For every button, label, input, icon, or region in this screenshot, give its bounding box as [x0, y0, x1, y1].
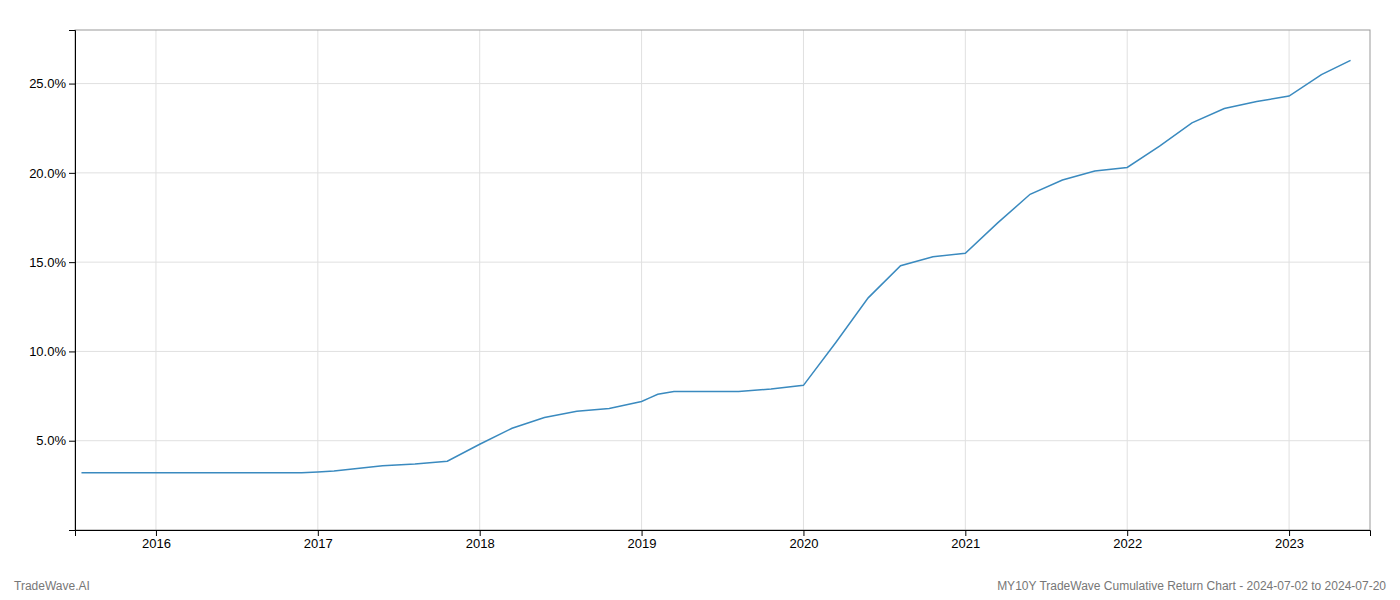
x-tick: 2018 [466, 530, 495, 551]
y-tick: 20.0% [29, 166, 75, 181]
footer-annotation: TradeWave.AI [14, 579, 90, 593]
line [81, 60, 1350, 473]
chart: 2016 2017 2018 2019 2020 2021 2022 2023 5.0% 10.0… [0, 0, 1400, 600]
grid-line [75, 83, 1370, 84]
x-tick-mark [1127, 530, 1128, 536]
x-tick-mark [480, 530, 481, 536]
y-tick-mark [69, 84, 75, 85]
grid-line [965, 30, 966, 530]
x-tick: 2016 [142, 530, 171, 551]
x-tick: 2020 [789, 530, 818, 551]
y-tick-mark [69, 351, 75, 352]
y-tick: 10.0% [29, 344, 75, 359]
grid-line [75, 172, 1370, 173]
grid-line [75, 351, 1370, 352]
x-axis-line [76, 531, 1371, 537]
grid-line [479, 30, 480, 530]
x-tick-mark [803, 530, 804, 536]
x-tick-label: 2017 [304, 536, 333, 551]
x-tick-label: 2022 [1113, 536, 1142, 551]
footer-annotation: MY10Y TradeWave Cumulative Return Chart … [997, 579, 1386, 593]
y-tick: 25.0% [29, 76, 75, 91]
x-tick: 2022 [1113, 530, 1142, 551]
grid-line [641, 30, 642, 530]
x-tick-label: 2023 [1275, 536, 1304, 551]
x-tick-mark [318, 530, 319, 536]
x-tick-mark [1289, 530, 1290, 536]
x-tick: 2023 [1275, 530, 1304, 551]
y-tick: 5.0% [36, 433, 75, 448]
x-tick-label: 2018 [466, 536, 495, 551]
grid-line [75, 262, 1370, 263]
grid-line [1289, 30, 1290, 530]
x-tick: 2017 [304, 530, 333, 551]
y-tick-label: 20.0% [29, 166, 66, 181]
y-axis: 5.0% 10.0% 15.0% 20.0% 25.0% [29, 31, 75, 531]
x-tick: 2019 [628, 530, 657, 551]
marks [81, 60, 1350, 473]
grid-line [155, 30, 156, 530]
y-axis-line [69, 31, 76, 531]
y-tick: 15.0% [29, 255, 75, 270]
x-tick-label: 2019 [628, 536, 657, 551]
grid [75, 30, 1370, 530]
x-tick-label: 2016 [142, 536, 171, 551]
x-tick: 2021 [951, 530, 980, 551]
x-axis: 2016 2017 2018 2019 2020 2021 2022 2023 [76, 530, 1371, 551]
y-tick-label: 5.0% [36, 433, 66, 448]
y-tick-label: 25.0% [29, 76, 66, 91]
y-tick-mark [69, 262, 75, 263]
x-tick-label: 2020 [789, 536, 818, 551]
grid-line [1127, 30, 1128, 530]
y-tick-label: 10.0% [29, 344, 66, 359]
grid-line [317, 30, 318, 530]
x-tick-mark [965, 530, 966, 536]
x-tick-mark [156, 530, 157, 536]
plot: 2016 2017 2018 2019 2020 2021 2022 2023 5.0% 10.0… [29, 30, 1370, 551]
grid-line [75, 440, 1370, 441]
y-tick-mark [69, 441, 75, 442]
plot-frame [75, 30, 1370, 530]
grid-line [803, 30, 804, 530]
x-tick-mark [642, 530, 643, 536]
y-tick-mark [69, 173, 75, 174]
x-tick-label: 2021 [951, 536, 980, 551]
y-tick-label: 15.0% [29, 255, 66, 270]
